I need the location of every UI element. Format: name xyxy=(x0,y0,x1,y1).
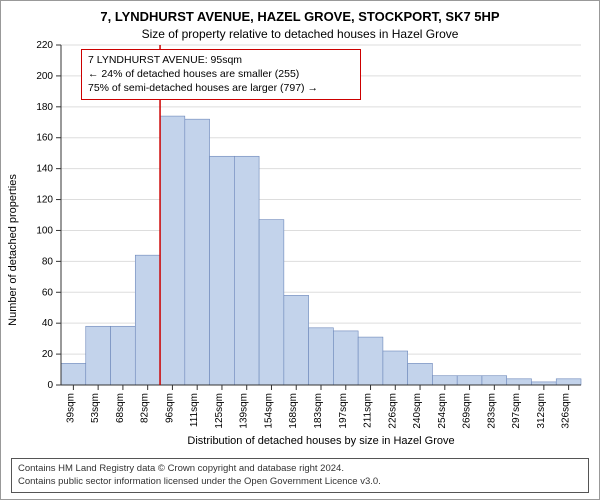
x-tick-label: 68sqm xyxy=(115,393,126,423)
chart-title-main: 7, LYNDHURST AVENUE, HAZEL GROVE, STOCKP… xyxy=(1,9,599,24)
footer-attribution: Contains HM Land Registry data © Crown c… xyxy=(11,458,589,493)
annotation-box: 7 LYNDHURST AVENUE: 95sqm ← 24% of detac… xyxy=(81,49,361,100)
histogram-bar xyxy=(259,220,284,385)
x-tick-label: 197sqm xyxy=(338,393,349,429)
chart-title-sub: Size of property relative to detached ho… xyxy=(1,27,599,41)
x-tick-label: 211sqm xyxy=(363,393,374,428)
chart-container: 7, LYNDHURST AVENUE, HAZEL GROVE, STOCKP… xyxy=(0,0,600,500)
histogram-bar xyxy=(333,331,358,385)
x-tick-label: 283sqm xyxy=(486,393,497,429)
x-tick-label: 82sqm xyxy=(140,393,151,423)
annotation-line-2: ← 24% of detached houses are smaller (25… xyxy=(88,67,354,81)
y-tick-label: 100 xyxy=(36,225,53,236)
y-tick-label: 180 xyxy=(36,102,53,113)
histogram-bar xyxy=(160,116,185,385)
histogram-bar xyxy=(234,156,259,385)
x-tick-label: 312sqm xyxy=(536,393,547,429)
histogram-bar xyxy=(408,363,433,385)
y-tick-label: 40 xyxy=(42,318,54,329)
x-tick-label: 154sqm xyxy=(263,393,274,429)
histogram-bar xyxy=(135,255,160,385)
x-tick-label: 39sqm xyxy=(65,393,76,423)
histogram-bar xyxy=(507,379,532,385)
x-tick-label: 125sqm xyxy=(214,393,225,429)
x-tick-label: 96sqm xyxy=(164,393,175,423)
histogram-bar xyxy=(556,379,581,385)
x-tick-label: 254sqm xyxy=(437,393,448,429)
x-tick-label: 326sqm xyxy=(561,393,572,429)
histogram-bar xyxy=(86,326,111,385)
histogram-bar xyxy=(185,119,210,385)
y-tick-label: 140 xyxy=(36,164,53,175)
y-tick-label: 60 xyxy=(42,287,54,298)
y-axis-label: Number of detached properties xyxy=(7,174,19,326)
annotation-line-3: 75% of semi-detached houses are larger (… xyxy=(88,81,354,95)
x-tick-label: 53sqm xyxy=(90,393,101,423)
x-tick-label: 297sqm xyxy=(511,393,522,429)
y-tick-label: 0 xyxy=(47,380,53,391)
histogram-bar xyxy=(358,337,383,385)
histogram-bar xyxy=(210,156,235,385)
histogram-bar xyxy=(432,376,457,385)
x-tick-label: 139sqm xyxy=(239,393,250,429)
x-tick-label: 168sqm xyxy=(288,393,299,429)
histogram-bar xyxy=(457,376,482,385)
histogram-bar xyxy=(111,326,136,385)
y-tick-label: 200 xyxy=(36,71,53,82)
x-axis-label: Distribution of detached houses by size … xyxy=(61,435,581,447)
footer-line-2: Contains public sector information licen… xyxy=(18,476,582,488)
x-tick-label: 226sqm xyxy=(387,393,398,429)
histogram-bar xyxy=(383,351,408,385)
x-tick-label: 111sqm xyxy=(189,393,200,427)
y-tick-label: 160 xyxy=(36,133,53,144)
x-tick-label: 240sqm xyxy=(412,393,423,429)
y-tick-label: 120 xyxy=(36,195,53,206)
y-tick-label: 80 xyxy=(42,256,54,267)
x-tick-label: 183sqm xyxy=(313,393,324,429)
histogram-bar xyxy=(284,295,309,385)
y-tick-label: 20 xyxy=(42,349,54,360)
y-tick-label: 220 xyxy=(36,40,53,51)
histogram-bar xyxy=(482,376,507,385)
annotation-line-1: 7 LYNDHURST AVENUE: 95sqm xyxy=(88,53,354,67)
footer-line-1: Contains HM Land Registry data © Crown c… xyxy=(18,463,582,475)
histogram-bar xyxy=(309,328,334,385)
histogram-bar xyxy=(61,363,86,385)
x-tick-label: 269sqm xyxy=(462,393,473,429)
